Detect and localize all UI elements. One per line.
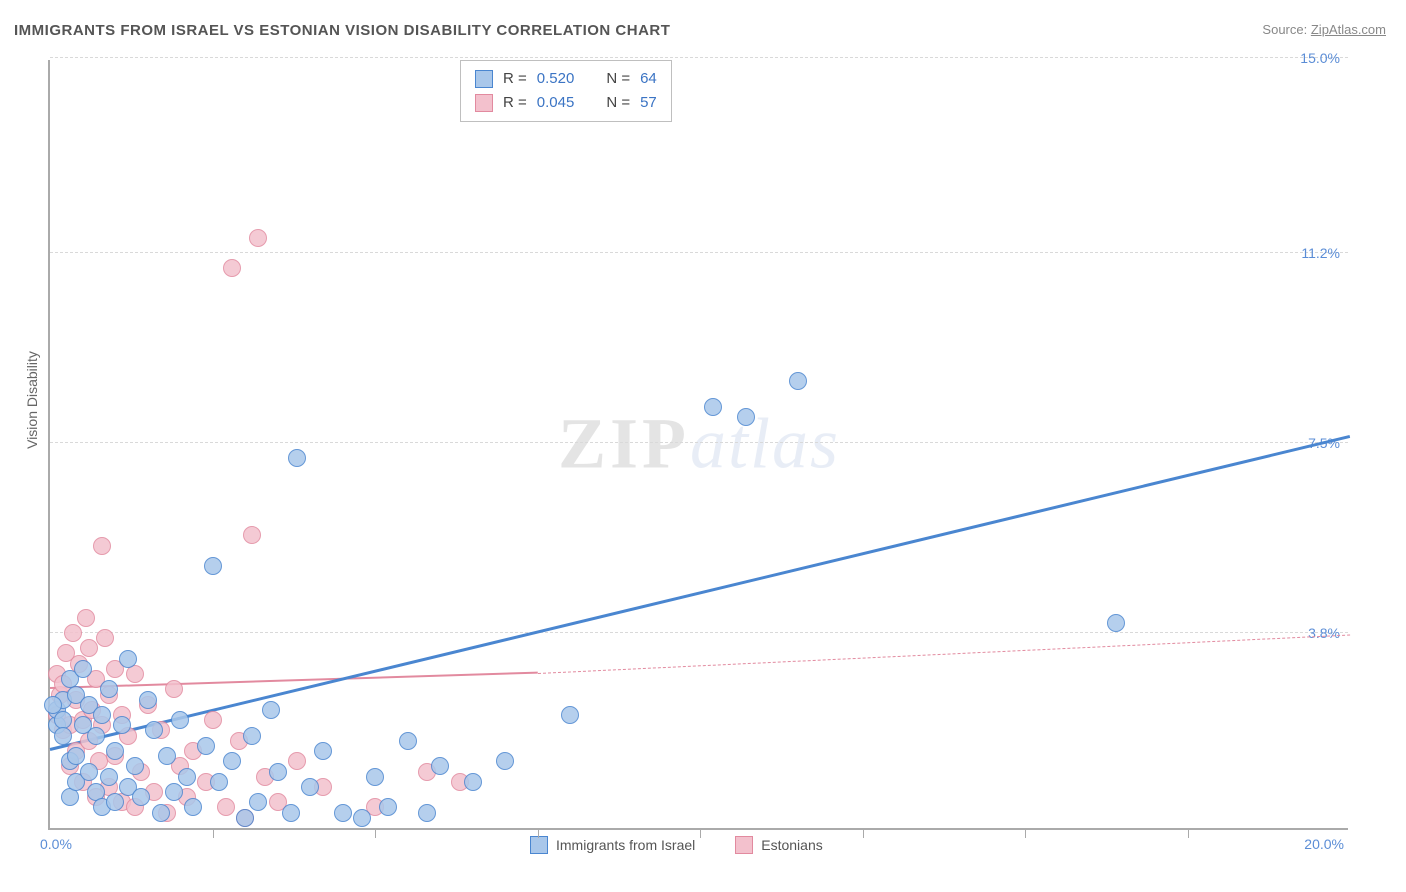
- data-point-israel: [431, 757, 449, 775]
- data-point-israel: [119, 650, 137, 668]
- data-point-israel: [44, 696, 62, 714]
- data-point-israel: [113, 716, 131, 734]
- data-point-estonians: [217, 798, 235, 816]
- grid-line: [50, 252, 1348, 253]
- data-point-israel: [126, 757, 144, 775]
- data-point-estonians: [126, 665, 144, 683]
- data-point-israel: [100, 768, 118, 786]
- x-tick: [700, 828, 701, 838]
- grid-line: [50, 57, 1348, 58]
- trend-line: [537, 635, 1350, 674]
- data-point-israel: [704, 398, 722, 416]
- data-point-israel: [282, 804, 300, 822]
- x-tick: [1025, 828, 1026, 838]
- data-point-estonians: [96, 629, 114, 647]
- data-point-israel: [379, 798, 397, 816]
- data-point-estonians: [64, 624, 82, 642]
- legend-swatch-estonians: [735, 836, 753, 854]
- x-origin-label: 0.0%: [40, 836, 72, 852]
- x-tick: [375, 828, 376, 838]
- data-point-estonians: [243, 526, 261, 544]
- data-point-israel: [399, 732, 417, 750]
- data-point-israel: [366, 768, 384, 786]
- data-point-israel: [93, 706, 111, 724]
- data-point-estonians: [288, 752, 306, 770]
- data-point-israel: [74, 660, 92, 678]
- grid-line: [50, 442, 1348, 443]
- data-point-israel: [106, 742, 124, 760]
- stats-panel: R = 0.520 N = 64 R = 0.045 N = 57: [460, 60, 672, 122]
- data-point-israel: [236, 809, 254, 827]
- trend-line: [50, 435, 1351, 751]
- data-point-israel: [145, 721, 163, 739]
- bottom-legend: Immigrants from Israel Estonians: [530, 836, 823, 854]
- y-tick-label: 15.0%: [1300, 50, 1340, 66]
- source-attribution: Source: ZipAtlas.com: [1262, 22, 1386, 37]
- data-point-israel: [1107, 614, 1125, 632]
- data-point-estonians: [223, 259, 241, 277]
- data-point-israel: [61, 788, 79, 806]
- data-point-israel: [139, 691, 157, 709]
- x-tick: [538, 828, 539, 838]
- data-point-israel: [334, 804, 352, 822]
- data-point-estonians: [93, 537, 111, 555]
- data-point-estonians: [165, 680, 183, 698]
- data-point-israel: [100, 680, 118, 698]
- data-point-israel: [496, 752, 514, 770]
- data-point-israel: [204, 557, 222, 575]
- trend-line: [50, 672, 538, 689]
- data-point-israel: [418, 804, 436, 822]
- swatch-israel: [475, 70, 493, 88]
- data-point-israel: [184, 798, 202, 816]
- data-point-israel: [132, 788, 150, 806]
- grid-line: [50, 632, 1348, 633]
- data-point-israel: [223, 752, 241, 770]
- data-point-israel: [178, 768, 196, 786]
- source-link[interactable]: ZipAtlas.com: [1311, 22, 1386, 37]
- data-point-israel: [789, 372, 807, 390]
- data-point-israel: [301, 778, 319, 796]
- data-point-israel: [54, 727, 72, 745]
- data-point-israel: [243, 727, 261, 745]
- data-point-israel: [158, 747, 176, 765]
- data-point-israel: [314, 742, 332, 760]
- scatter-plot: ZIPatlas R = 0.520 N = 64 R = 0.045 N = …: [48, 60, 1348, 830]
- y-tick-label: 3.8%: [1308, 625, 1340, 641]
- stats-row-estonians: R = 0.045 N = 57: [475, 91, 657, 115]
- data-point-israel: [561, 706, 579, 724]
- data-point-israel: [262, 701, 280, 719]
- data-point-israel: [464, 773, 482, 791]
- data-point-estonians: [77, 609, 95, 627]
- watermark: ZIPatlas: [558, 403, 840, 486]
- legend-item-estonians: Estonians: [735, 836, 822, 854]
- data-point-israel: [353, 809, 371, 827]
- legend-swatch-israel: [530, 836, 548, 854]
- chart-title: IMMIGRANTS FROM ISRAEL VS ESTONIAN VISIO…: [14, 22, 670, 39]
- data-point-estonians: [204, 711, 222, 729]
- legend-item-israel: Immigrants from Israel: [530, 836, 695, 854]
- data-point-israel: [87, 727, 105, 745]
- x-tick: [863, 828, 864, 838]
- data-point-israel: [165, 783, 183, 801]
- stats-row-israel: R = 0.520 N = 64: [475, 67, 657, 91]
- swatch-estonians: [475, 94, 493, 112]
- data-point-israel: [210, 773, 228, 791]
- data-point-israel: [80, 763, 98, 781]
- x-tick: [213, 828, 214, 838]
- data-point-estonians: [80, 639, 98, 657]
- data-point-estonians: [249, 229, 267, 247]
- data-point-israel: [269, 763, 287, 781]
- data-point-israel: [249, 793, 267, 811]
- x-tick: [1188, 828, 1189, 838]
- data-point-israel: [106, 793, 124, 811]
- data-point-israel: [197, 737, 215, 755]
- y-tick-label: 11.2%: [1301, 245, 1340, 261]
- x-max-label: 20.0%: [1304, 836, 1344, 852]
- data-point-israel: [737, 408, 755, 426]
- y-axis-label: Vision Disability: [24, 351, 40, 449]
- data-point-israel: [67, 747, 85, 765]
- data-point-israel: [288, 449, 306, 467]
- data-point-israel: [152, 804, 170, 822]
- data-point-israel: [171, 711, 189, 729]
